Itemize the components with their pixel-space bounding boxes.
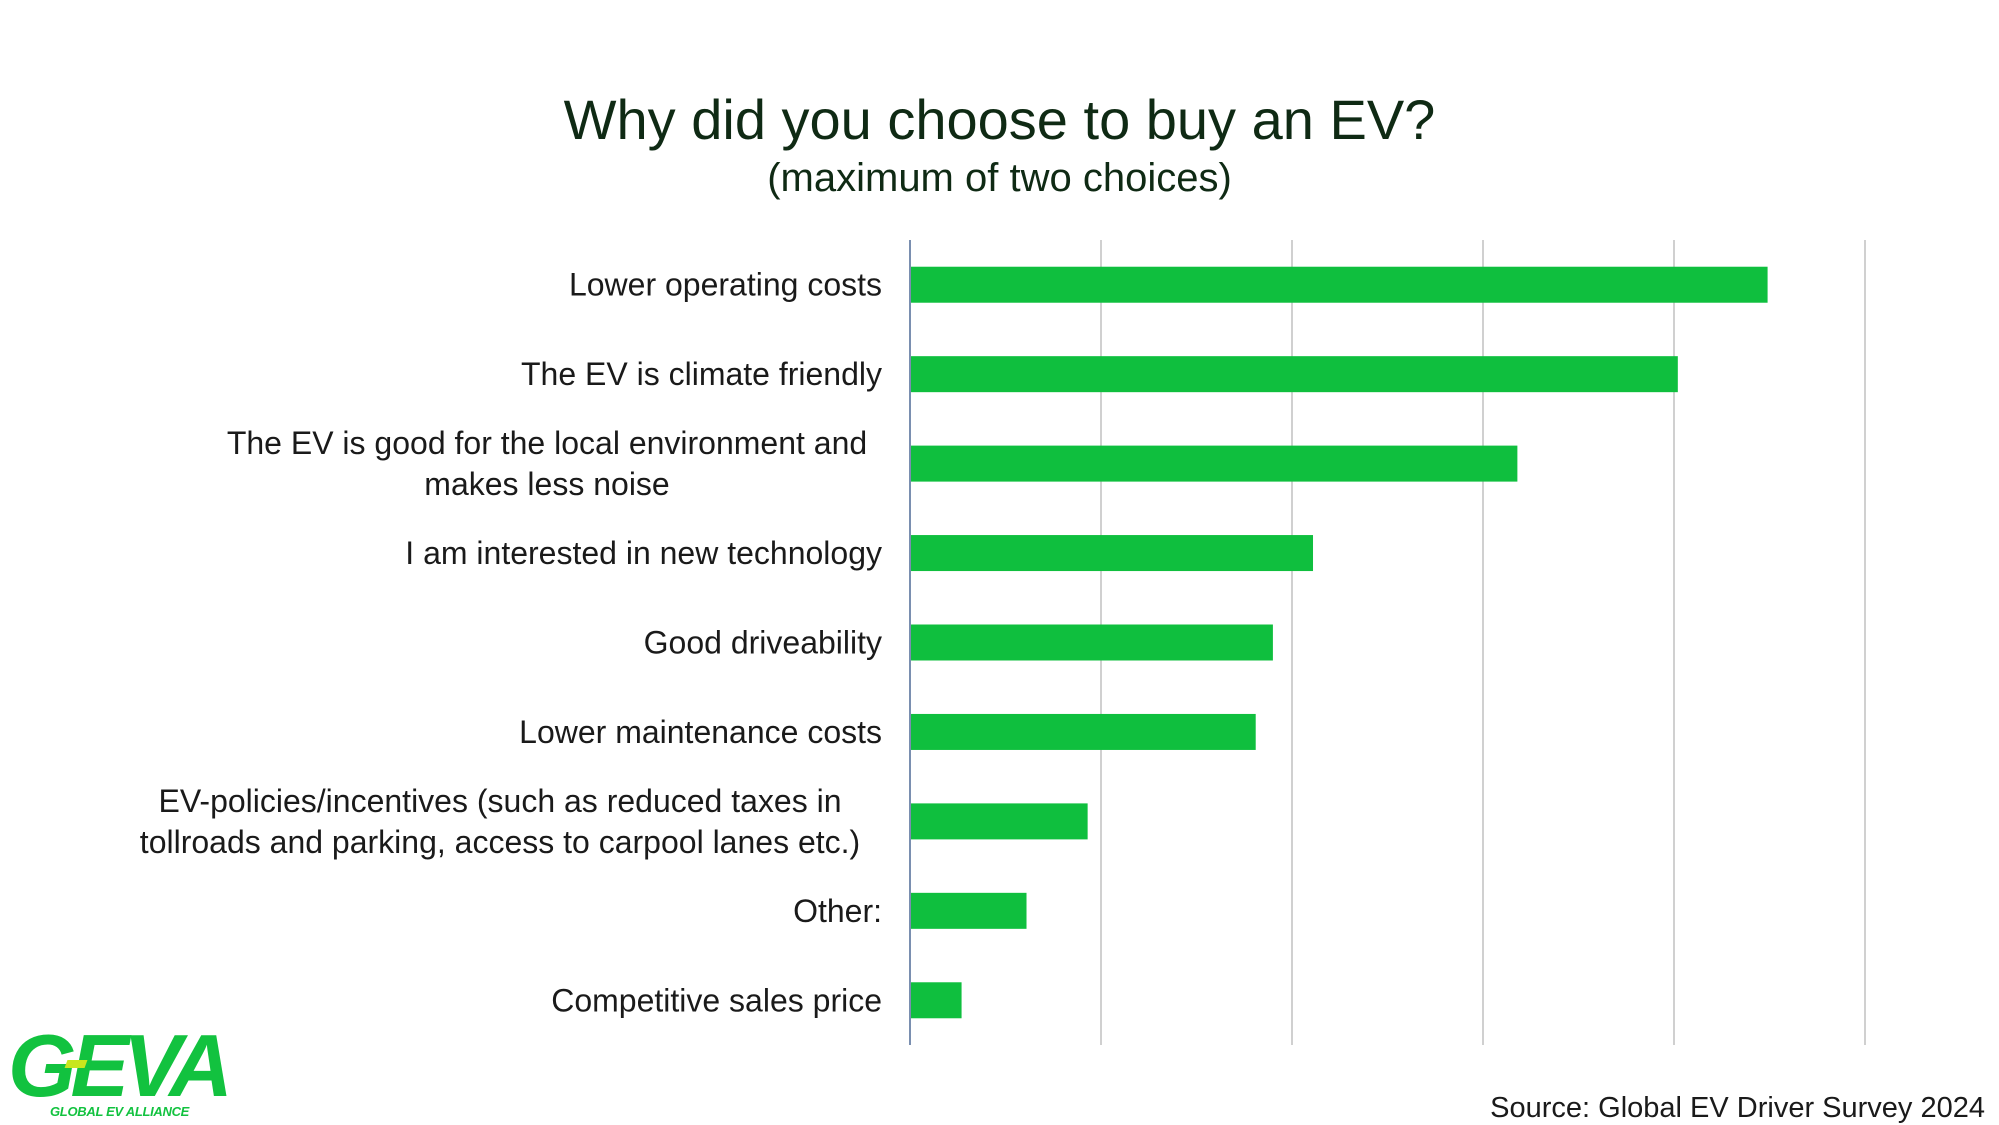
category-label-8: Other: [793,893,882,929]
category-label-1: Lower operating costs [569,267,882,303]
category-label-2: The EV is climate friendly [521,356,882,392]
category-label-7-line-1: EV-policies/incentives (such as reduced … [158,783,841,819]
category-label-6: Lower maintenance costs [519,714,882,750]
logo-accent-mark [64,1060,88,1068]
category-label-3: The EV is good for the local environment… [227,425,867,502]
category-label-7: EV-policies/incentives (such as reduced … [140,783,860,860]
category-label-3-line-1: The EV is good for the local environment… [227,425,867,461]
bar-3 [910,445,1518,482]
category-label-4: I am interested in new technology [405,535,882,571]
bar-1 [910,266,1768,303]
category-label-9: Competitive sales price [551,982,882,1018]
category-labels: Lower operating costs The EV is climate f… [140,267,882,1019]
logo-wordmark: GEVA [8,1016,233,1115]
bar-6 [910,713,1256,750]
logo-subtext: GLOBAL EV ALLIANCE [50,1104,190,1119]
bar-8 [910,892,1027,929]
category-label-3-line-2: makes less noise [424,466,669,502]
bar-4 [910,535,1314,572]
geva-logo: GEVA GLOBAL EV ALLIANCE [8,1022,244,1122]
bar-9 [910,982,962,1019]
category-label-5: Good driveability [644,625,882,661]
chart-subtitle: (maximum of two choices) [767,156,1232,200]
source-note: Source: Global EV Driver Survey 2024 [1490,1092,1985,1124]
bar-2 [910,356,1678,393]
category-label-7-line-2: tollroads and parking, access to carpool… [140,824,860,860]
bars [910,266,1768,1019]
bar-7 [910,803,1088,840]
bar-5 [910,624,1273,661]
chart-title: Why did you choose to buy an EV? [563,88,1436,151]
